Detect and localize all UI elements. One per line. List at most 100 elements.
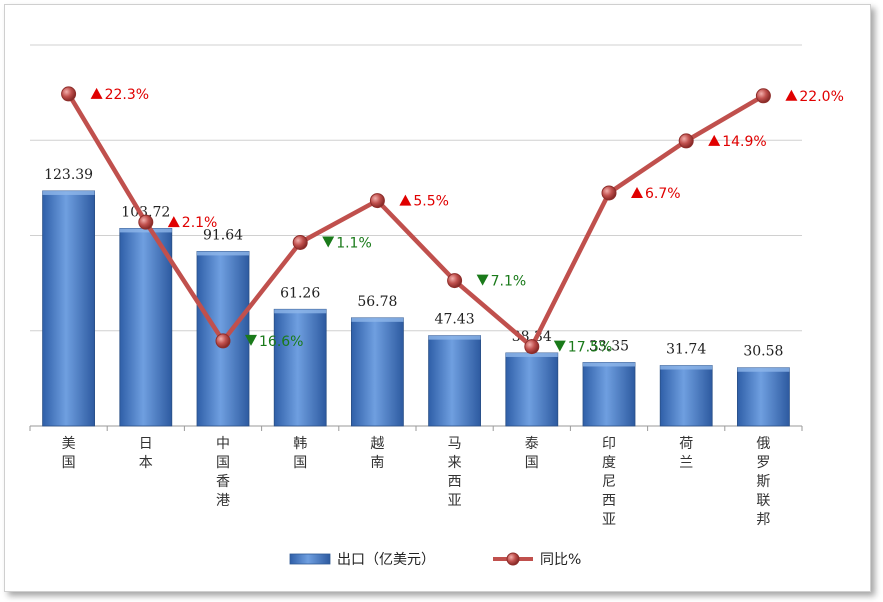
bar xyxy=(273,308,327,427)
category-label-char: 港 xyxy=(216,493,230,509)
category-label-char: 马 xyxy=(448,436,462,452)
line-value-label: 6.7% xyxy=(645,186,681,202)
bar xyxy=(350,317,404,427)
bar-value-label: 47.43 xyxy=(435,312,475,328)
line-path xyxy=(66,92,765,349)
bar xyxy=(659,365,713,427)
category-label-char: 兰 xyxy=(679,455,693,471)
bar xyxy=(505,352,559,427)
bar-value-labels: 123.39103.7291.6461.2656.7847.4338.3433.… xyxy=(44,167,783,360)
up-triangle-icon xyxy=(785,89,798,101)
category-label-char: 日 xyxy=(139,436,153,452)
bar-top-highlight xyxy=(660,365,713,370)
bar-top-highlight xyxy=(274,309,327,314)
category-label-char: 香 xyxy=(216,474,230,490)
line-value-label: 17.5% xyxy=(568,340,612,356)
line-value-label: 7.1% xyxy=(491,274,527,290)
down-triangle-icon xyxy=(476,274,489,286)
category-label-char: 国 xyxy=(62,455,76,471)
category-label-char: 韩 xyxy=(293,436,307,452)
bar-top-highlight xyxy=(197,251,249,256)
category-label: 美国 xyxy=(62,436,76,471)
category-label: 韩国 xyxy=(293,436,307,471)
bar-value-label: 91.64 xyxy=(203,227,243,243)
category-label: 印度尼西亚 xyxy=(602,436,616,528)
bar-top-highlight xyxy=(737,367,790,372)
line-series xyxy=(61,86,771,355)
line-value-label: 16.6% xyxy=(259,334,303,350)
category-label-char: 斯 xyxy=(756,474,770,490)
category-label-char: 罗 xyxy=(756,455,770,471)
bar-top-highlight xyxy=(351,317,404,322)
line-point xyxy=(524,339,540,355)
category-label-char: 亚 xyxy=(448,493,462,509)
line-point xyxy=(678,133,694,149)
category-label: 越南 xyxy=(370,436,384,471)
bar-top-highlight xyxy=(42,190,95,195)
line-point xyxy=(601,185,617,201)
line-point xyxy=(292,234,308,250)
up-triangle-icon xyxy=(399,194,412,206)
bar-top-highlight xyxy=(428,335,481,340)
bar-top-highlight xyxy=(119,228,172,233)
line-value-label: 5.5% xyxy=(413,194,449,210)
legend-bar-label: 出口（亿美元） xyxy=(337,552,435,568)
line-point xyxy=(61,86,77,102)
line-value-label: 22.3% xyxy=(105,87,149,103)
line-value-label: 2.1% xyxy=(182,215,218,231)
bar-value-label: 61.26 xyxy=(280,285,320,301)
chart-svg: 123.39103.7291.6461.2656.7847.4338.3433.… xyxy=(29,44,844,568)
line-value-labels: 22.3% 2.1% 16.6% 1.1% 5.5% 7.1% 17.5% 6.7% 14.9%… xyxy=(90,87,844,356)
category-label-char: 越 xyxy=(370,436,384,452)
category-label-char: 本 xyxy=(139,455,153,471)
line-point xyxy=(215,333,231,349)
up-triangle-icon xyxy=(167,216,180,228)
category-label-char: 国 xyxy=(293,455,307,471)
down-triangle-icon xyxy=(245,334,257,346)
category-label: 俄罗斯联邦 xyxy=(756,436,770,528)
bar xyxy=(582,362,636,427)
bar-top-highlight xyxy=(583,362,635,367)
category-label-char: 泰 xyxy=(525,436,539,452)
category-label-char: 邦 xyxy=(756,512,770,528)
category-label-char: 国 xyxy=(525,455,539,471)
line-point xyxy=(138,214,154,230)
category-label-char: 度 xyxy=(602,455,616,471)
bar-value-label: 123.39 xyxy=(44,167,93,183)
category-label-char: 南 xyxy=(370,455,384,471)
line-value-label: 22.0% xyxy=(799,89,843,105)
category-label-char: 荷 xyxy=(679,436,693,452)
legend-line-label: 同比% xyxy=(540,552,581,568)
chart-frame: 123.39 103.72 91.64 61.26 56.78 47.43 38.34 33.… xyxy=(4,4,871,592)
line-point xyxy=(447,273,463,289)
category-label-char: 美 xyxy=(62,436,76,452)
bar xyxy=(428,335,482,427)
bar-value-label: 56.78 xyxy=(357,294,397,310)
category-label: 马来西亚 xyxy=(448,436,462,509)
line-value-label: 1.1% xyxy=(336,235,372,251)
bar xyxy=(42,190,95,427)
bar-top-highlight xyxy=(505,352,558,357)
bar-value-label: 31.74 xyxy=(666,342,706,358)
bar-series xyxy=(42,190,790,427)
category-label-char: 印 xyxy=(602,436,616,452)
category-label-char: 亚 xyxy=(602,512,616,528)
category-label-char: 俄 xyxy=(756,436,770,452)
down-triangle-icon xyxy=(322,236,335,248)
legend-bar-swatch xyxy=(289,553,331,565)
category-label-char: 西 xyxy=(602,493,616,509)
category-label: 日本 xyxy=(139,436,153,471)
category-label-char: 尼 xyxy=(602,474,616,490)
category-label-char: 国 xyxy=(216,455,230,471)
category-label-char: 联 xyxy=(756,493,770,509)
legend-line-marker xyxy=(506,552,520,566)
category-label-char: 中 xyxy=(216,436,230,452)
bar-value-label: 30.58 xyxy=(743,344,783,360)
down-triangle-icon xyxy=(553,340,566,352)
bar xyxy=(737,367,790,427)
category-label-char: 来 xyxy=(448,455,462,471)
up-triangle-icon xyxy=(90,87,103,99)
category-label: 中国香港 xyxy=(216,436,230,509)
bar-value-label: 33.35 xyxy=(589,338,629,354)
